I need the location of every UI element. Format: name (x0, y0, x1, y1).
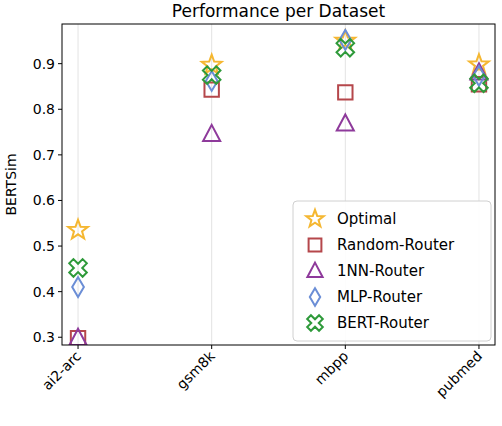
x-tick (78, 345, 79, 349)
y-tick-label: 0.3 (33, 329, 55, 345)
title: Performance per Dataset (172, 1, 386, 21)
point (338, 85, 352, 99)
point (203, 125, 220, 141)
point (470, 74, 488, 92)
legend-label: Optimal (337, 210, 396, 228)
legend-label: BERT-Router (337, 314, 430, 332)
y-tick-label: 0.4 (33, 284, 55, 300)
legend-marker (307, 263, 322, 277)
y-axis-label: BERTSim (3, 153, 19, 215)
point (69, 329, 86, 345)
y-tick-label: 0.6 (33, 192, 55, 208)
y-tick-label: 0.8 (33, 101, 55, 117)
x-tick-label: pubmed (433, 348, 485, 400)
y-tick (58, 63, 62, 64)
point (337, 114, 354, 130)
legend-box (293, 201, 491, 341)
point (69, 259, 87, 277)
y-tick (58, 200, 62, 201)
legend-label: Random-Router (337, 236, 455, 254)
point (203, 66, 221, 84)
x-tick-label: mbpp (312, 348, 352, 388)
y-tick-label: 0.9 (33, 56, 55, 72)
y-tick (58, 291, 62, 292)
chart: 0.3 0.4 0.5 0.6 0.7 0.8 0.9 ai2-arc gsm8k mbpp pub… (0, 0, 502, 426)
legend: Optimal Random-Router 1NN-Router MLP-Router… (293, 201, 491, 341)
legend-marker (310, 288, 320, 306)
x-tick (211, 345, 212, 349)
point (72, 277, 84, 297)
legend-marker (307, 315, 323, 331)
y-tick-label: 0.7 (33, 147, 55, 163)
x-tick-label: ai2-arc (39, 348, 84, 393)
y-tick (58, 154, 62, 155)
y-tick (58, 246, 62, 247)
legend-marker (309, 239, 322, 252)
legend-marker (306, 210, 324, 227)
y-tick (58, 109, 62, 110)
plot-frame (62, 24, 495, 345)
legend-label: MLP-Router (337, 288, 423, 306)
x-tick (478, 345, 479, 349)
y-tick (58, 337, 62, 338)
x-tick (345, 345, 346, 349)
y-tick-label: 0.5 (33, 238, 55, 254)
legend-label: 1NN-Router (337, 262, 425, 280)
point (68, 220, 88, 239)
x-tick-label: gsm8k (173, 347, 218, 392)
point (337, 39, 355, 57)
